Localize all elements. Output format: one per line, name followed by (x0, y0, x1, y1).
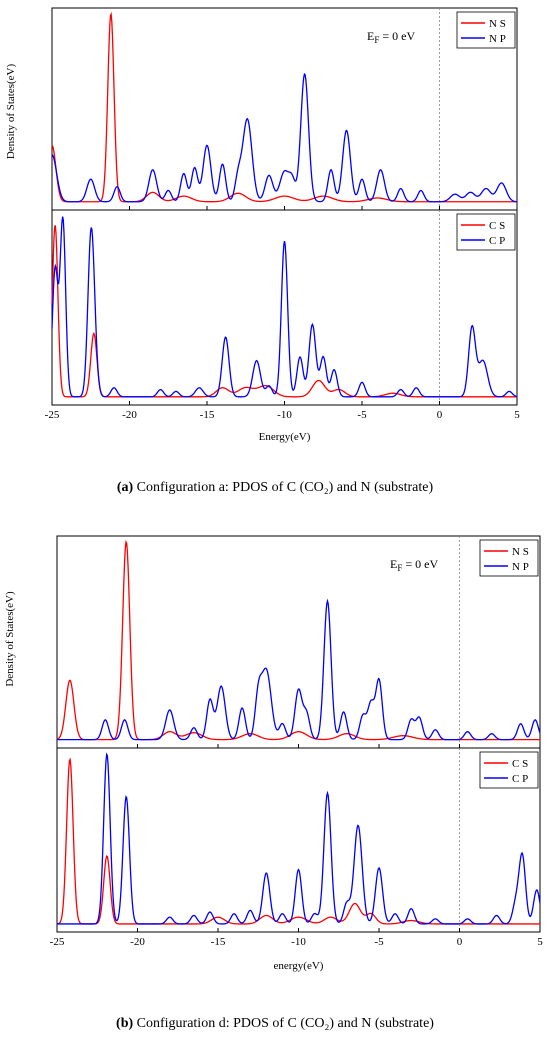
legend: N S N P (456, 11, 516, 49)
panel-b-bottom: -25 -20 -15 -10 -5 0 5 C S C P (50, 747, 543, 948)
series-line-n-s (56, 539, 540, 741)
x-tick-label: 5 (537, 936, 543, 948)
panel-a-top: N S N P EF = 0 eV (51, 7, 518, 211)
y-axis-label-b: Density of States(eV) (4, 591, 16, 687)
axes-frame (56, 535, 541, 749)
x-tick-label: 5 (514, 409, 520, 421)
series-line-c-p (57, 752, 541, 925)
legend: N S N P (479, 539, 539, 577)
caption-b-text: Configuration d: PDOS of C (CO₂) and N (… (133, 1016, 434, 1031)
x-tick-label: -15 (200, 409, 215, 421)
axes-frame (51, 7, 518, 211)
y-axis-label-a: Density of States(eV) (5, 64, 17, 160)
fermi-annotation: EF = 0 eV (390, 557, 438, 573)
legend-label: N S (489, 18, 506, 30)
x-tick-label: -15 (211, 936, 226, 948)
series-line-c-s (51, 225, 517, 398)
legend-label: N P (489, 33, 506, 45)
x-tick-label: -5 (374, 936, 384, 948)
legend: C S C P (479, 751, 539, 789)
x-axis-label-b: energy(eV) (274, 960, 324, 972)
caption-a-text: Configuration a: PDOS of C (CO₂) and N (… (133, 480, 434, 495)
legend-label: C S (489, 220, 505, 232)
panel-b-top: N S N P EF = 0 eV (56, 535, 541, 749)
caption-a: (a) Configuration a: PDOS of C (CO₂) and… (0, 480, 550, 496)
legend-label: N S (512, 546, 529, 558)
legend-box (479, 751, 539, 789)
x-tick-label: -10 (277, 409, 292, 421)
x-tick-label: 0 (437, 409, 443, 421)
legend-label: C P (512, 773, 528, 785)
x-tick-label: -20 (130, 936, 145, 948)
x-tick-label: -5 (357, 409, 367, 421)
legend: C S C P (456, 213, 516, 251)
axes-frame (51, 209, 518, 406)
x-tick-label: -10 (291, 936, 306, 948)
legend-box (479, 539, 539, 577)
legend-label: C S (512, 758, 528, 770)
caption-b-label: (b) (116, 1016, 134, 1031)
panel-a-bottom: -25 -20 -15 -10 -5 0 5 C S C P (45, 209, 520, 421)
series-line-c-p (51, 216, 518, 398)
caption-a-label: (a) (116, 480, 134, 495)
x-tick-label: 0 (457, 936, 463, 948)
legend-label: N P (512, 561, 529, 573)
caption-b: (b) Configuration d: PDOS of C (CO₂) and… (0, 1016, 550, 1032)
series-line-n-p (51, 72, 518, 203)
series-line-n-s (51, 11, 517, 203)
x-tick-label: -25 (50, 936, 65, 948)
legend-label: C P (489, 235, 505, 247)
series-line-n-p (57, 598, 541, 741)
x-tick-label: -25 (45, 409, 60, 421)
x-tick-label: -20 (122, 409, 137, 421)
fermi-annotation: EF = 0 eV (367, 29, 415, 45)
legend-box (456, 11, 516, 49)
legend-box (456, 213, 516, 251)
x-axis-label-a: Energy(eV) (259, 431, 311, 443)
